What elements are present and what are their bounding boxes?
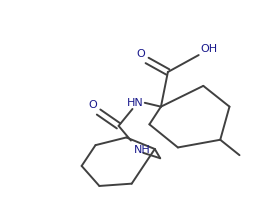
Text: O: O xyxy=(137,49,146,59)
Text: O: O xyxy=(88,100,97,111)
Text: OH: OH xyxy=(200,43,217,54)
Text: NH: NH xyxy=(134,145,151,155)
Text: HN: HN xyxy=(126,98,143,108)
